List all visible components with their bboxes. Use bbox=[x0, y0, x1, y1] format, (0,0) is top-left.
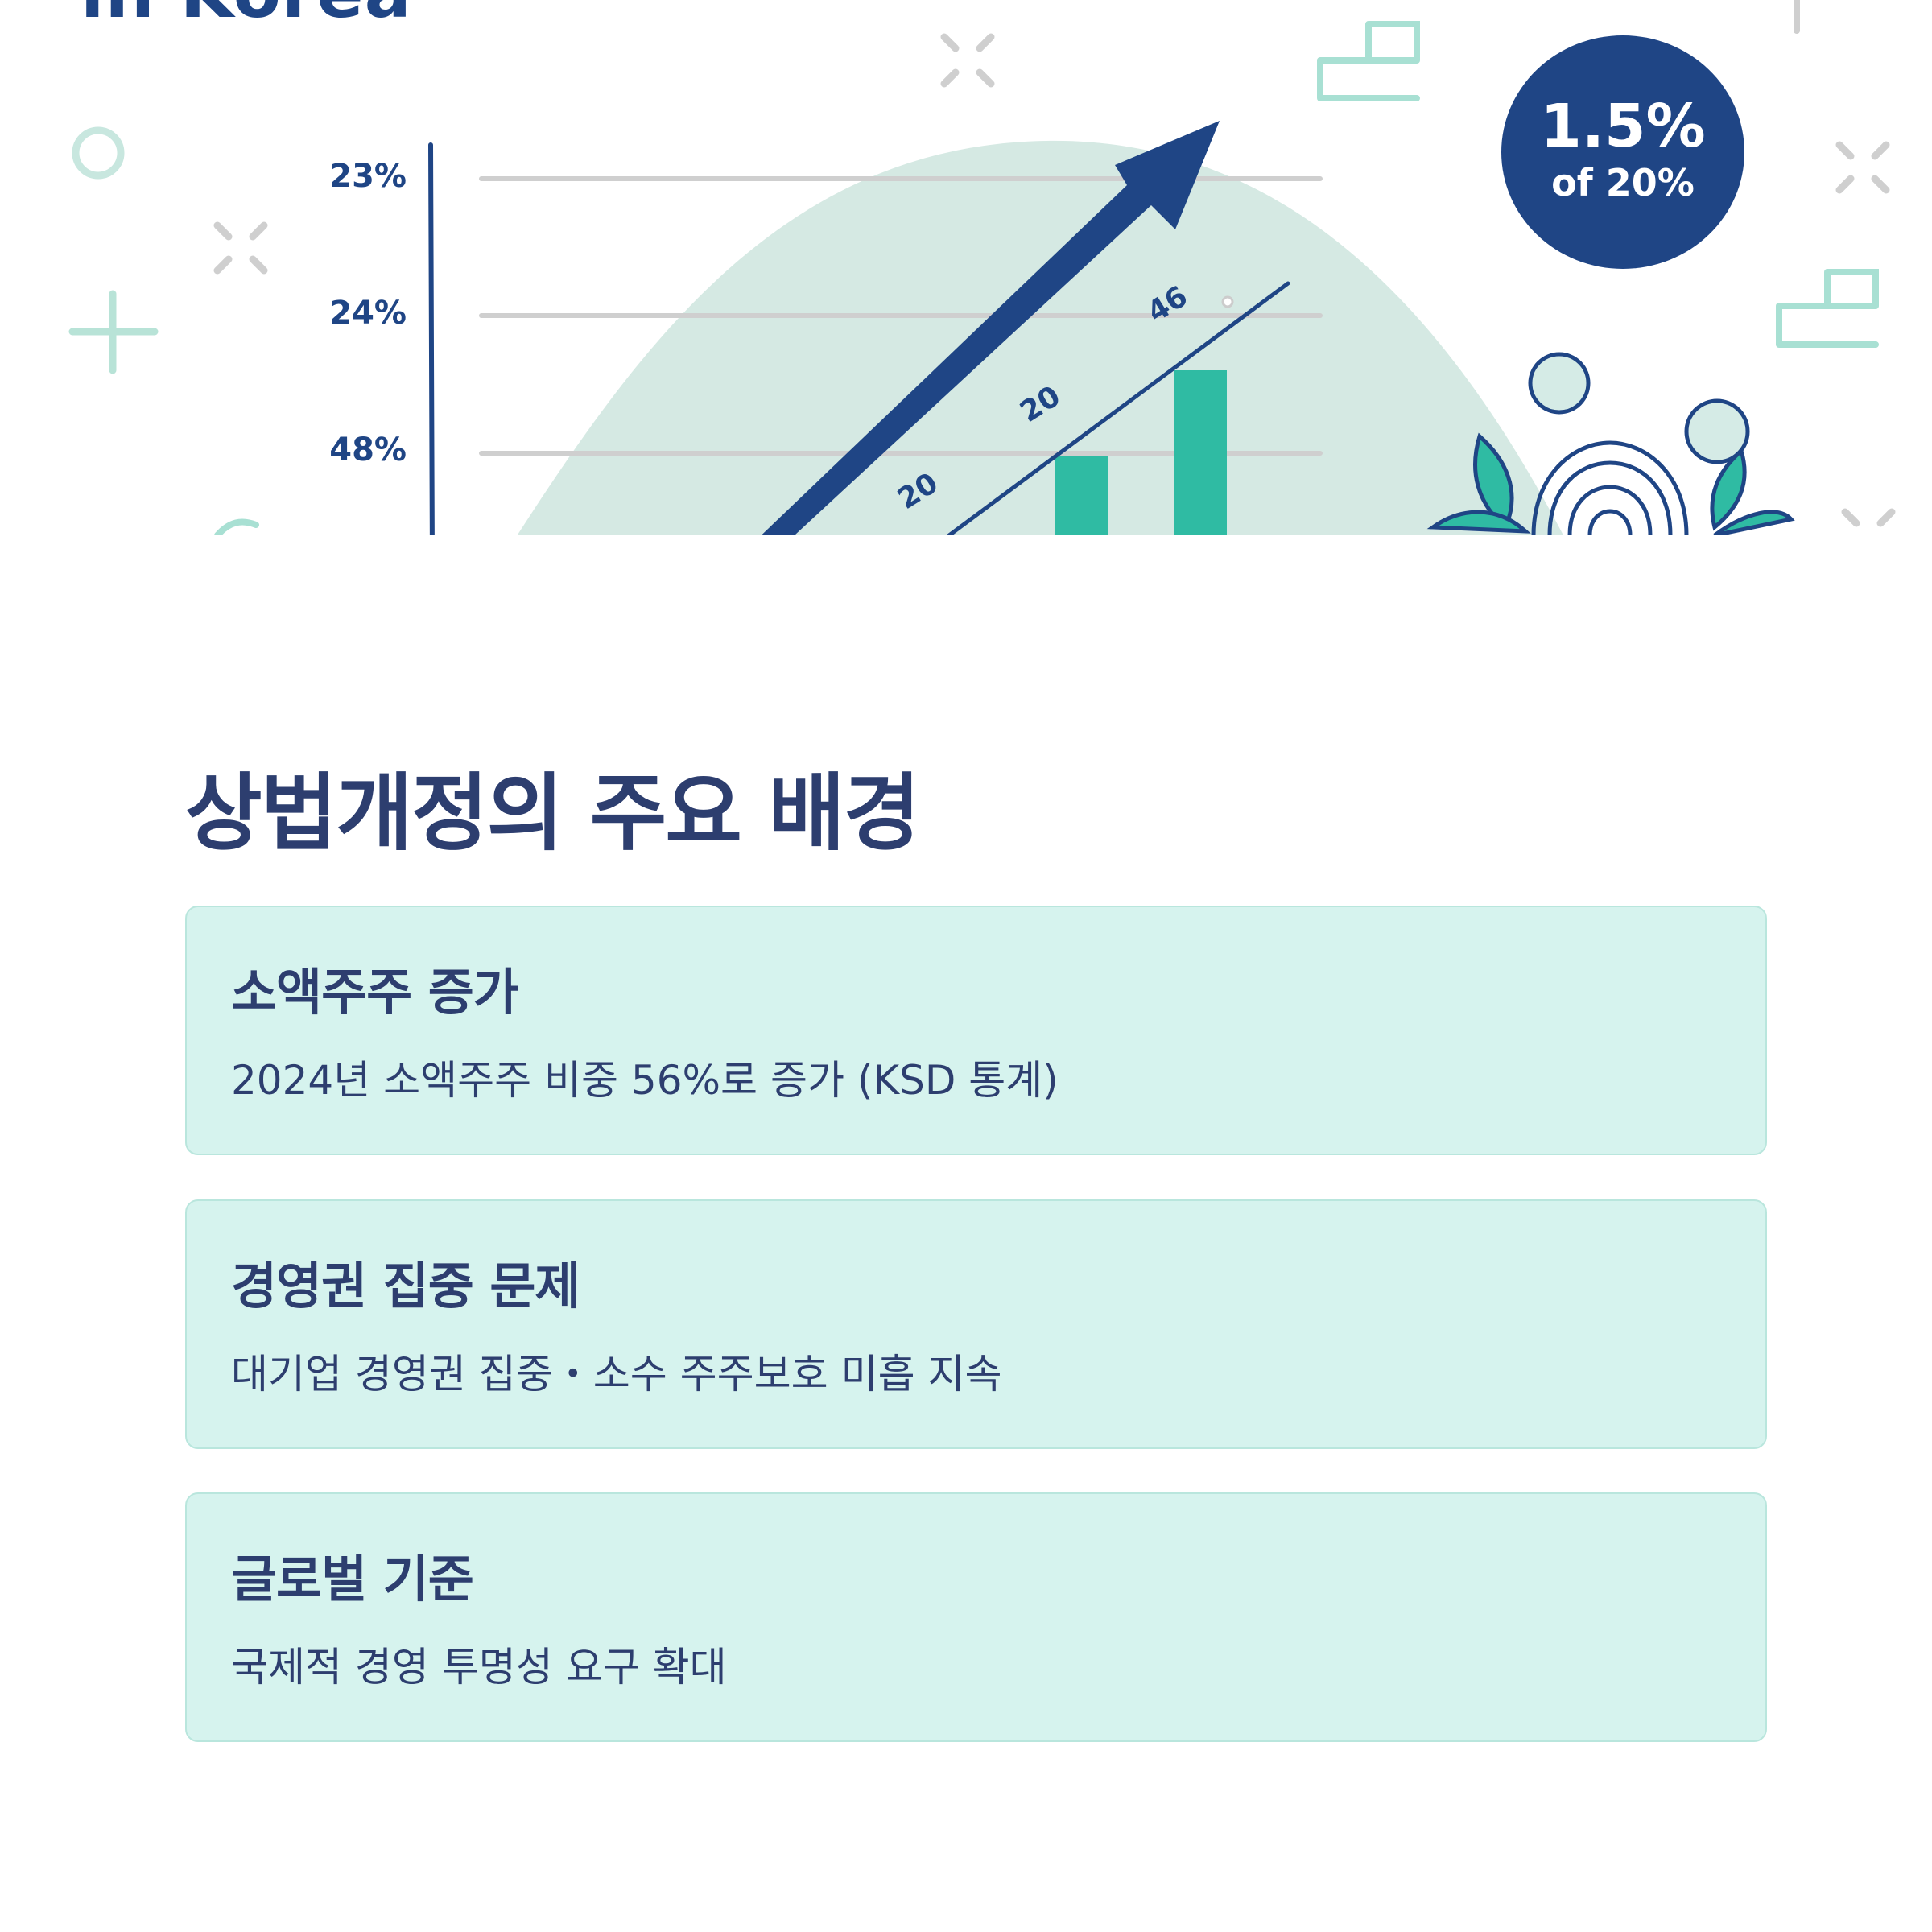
leaf-icon bbox=[1713, 510, 1795, 535]
card-description: 대기업 경영권 집중・소수 주주보호 미흡 지속 bbox=[231, 1351, 1002, 1397]
sparkle-icon bbox=[1835, 141, 1890, 194]
coin-stack-icon bbox=[1531, 440, 1689, 535]
sparkle-icon bbox=[940, 33, 995, 88]
badge-sub-value: of 20% bbox=[1551, 161, 1695, 204]
bar bbox=[1174, 370, 1227, 535]
leaf-icon bbox=[214, 518, 259, 535]
sparkle-icon bbox=[1841, 508, 1896, 527]
y-tick-label: 23% bbox=[329, 158, 407, 195]
hill-shape bbox=[517, 140, 1564, 535]
circle-outline-icon bbox=[72, 126, 125, 180]
card-title: 경영권 집중 문제 bbox=[231, 1257, 580, 1315]
leaf-icon bbox=[1710, 447, 1747, 531]
y-tick-label: 48% bbox=[329, 431, 407, 469]
sparkle-icon bbox=[213, 221, 268, 275]
trend-line bbox=[945, 281, 1290, 535]
sparkle-dot bbox=[1221, 295, 1234, 308]
leaf-icon bbox=[1426, 510, 1531, 534]
card-description: 국제적 경영 투명성 요구 확대 bbox=[231, 1644, 727, 1690]
hero-illustration: in Korea 23% 24% 48% 20 20 46 1.5% of 20… bbox=[0, 0, 1932, 535]
brick-icon bbox=[1317, 21, 1420, 101]
brick-icon bbox=[1776, 269, 1879, 348]
card-title: 글로벌 기준 bbox=[231, 1550, 474, 1608]
bar bbox=[1055, 456, 1108, 535]
info-card: 글로벌 기준 국제적 경영 투명성 요구 확대 bbox=[185, 1492, 1767, 1742]
card-description: 2024년 소액주주 비중 56%로 증가 (KSD 통계) bbox=[231, 1057, 1059, 1104]
info-card: 소액주주 증가 2024년 소액주주 비중 56%로 증가 (KSD 통계) bbox=[185, 906, 1767, 1155]
section-title: 상법개정의 주요 배경 bbox=[185, 764, 921, 862]
badge-main-value: 1.5% bbox=[1540, 92, 1706, 161]
y-axis bbox=[428, 142, 435, 535]
percentage-badge: 1.5% of 20% bbox=[1501, 35, 1744, 269]
bubble-icon bbox=[1528, 352, 1591, 415]
bubble-icon bbox=[1684, 398, 1750, 464]
trend-arrow bbox=[761, 121, 1220, 535]
card-title: 소액주주 증가 bbox=[231, 963, 519, 1022]
hero-artwork bbox=[68, 0, 1896, 535]
hero-title: in Korea bbox=[80, 0, 412, 34]
plus-icon bbox=[68, 290, 159, 374]
info-card: 경영권 집중 문제 대기업 경영권 집중・소수 주주보호 미흡 지속 bbox=[185, 1199, 1767, 1449]
y-tick-label: 24% bbox=[329, 295, 407, 332]
